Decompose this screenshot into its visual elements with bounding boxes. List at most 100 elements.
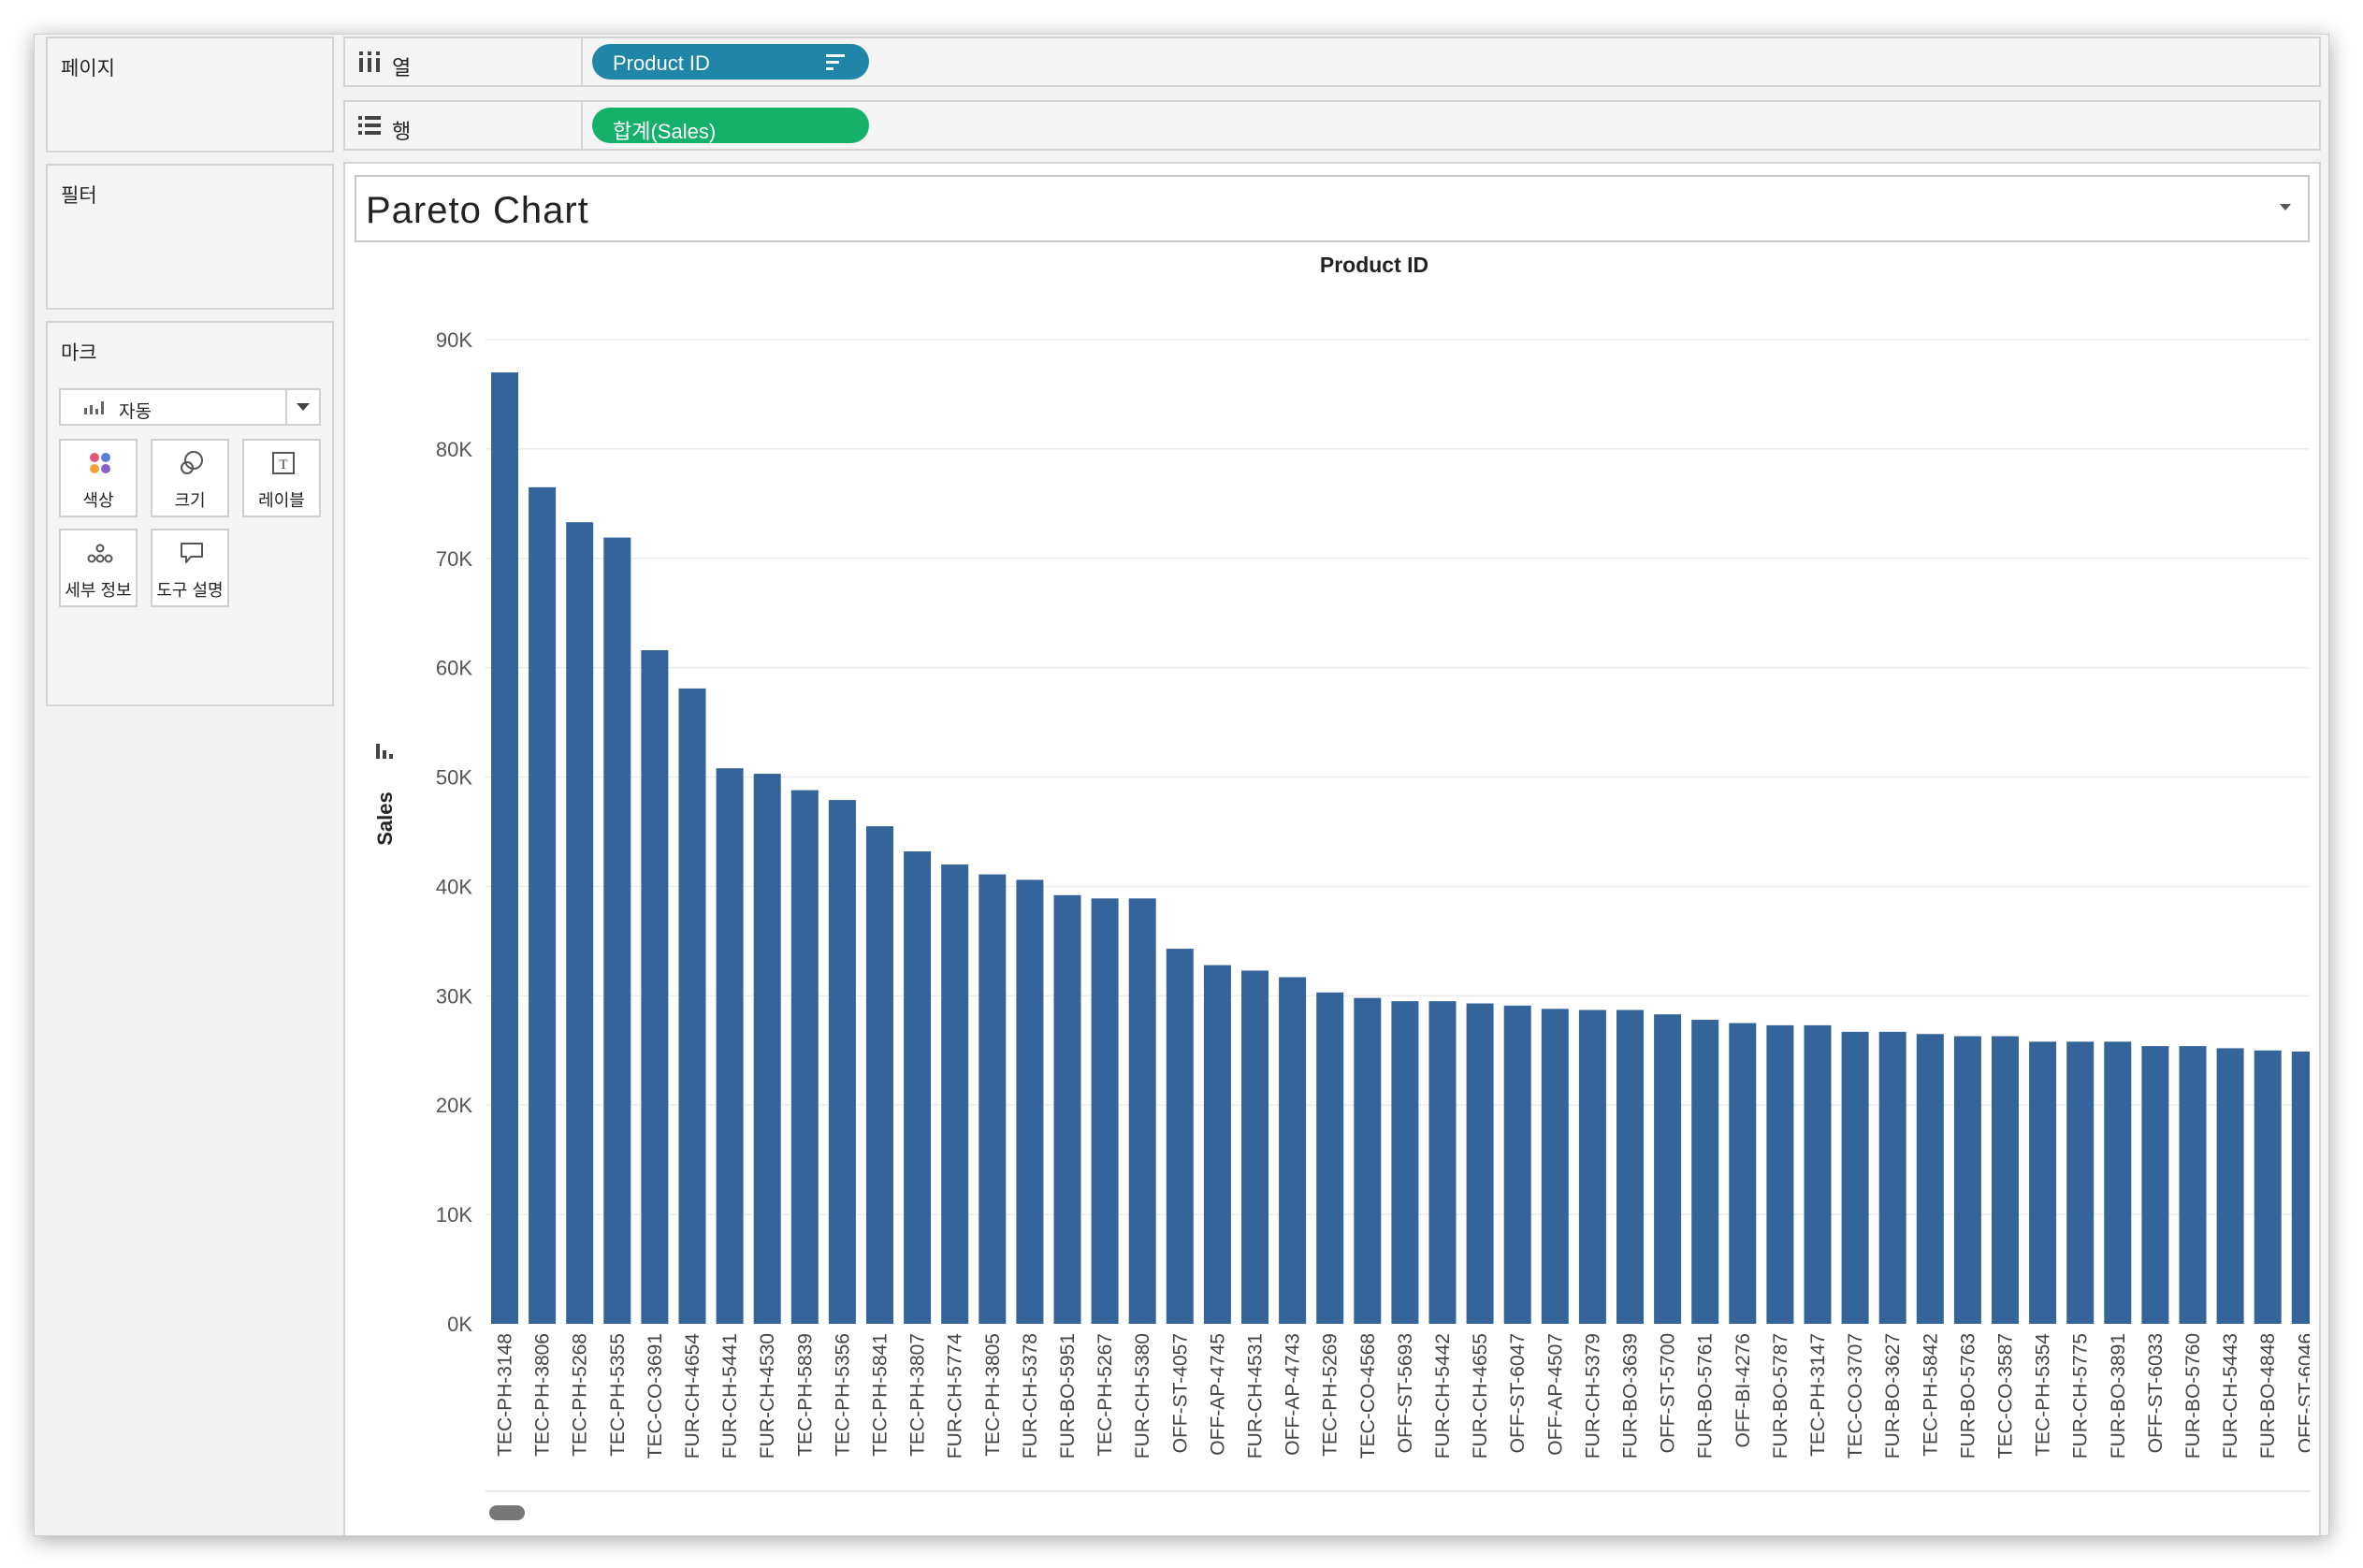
bar xyxy=(828,800,856,1324)
y-tick-label: 0K xyxy=(447,1313,472,1336)
bar xyxy=(2104,1041,2132,1324)
x-tick-label: FUR-CH-5774 xyxy=(945,1333,966,1459)
x-tick-label: FUR-CH-4654 xyxy=(682,1333,703,1459)
horizontal-scrollbar-thumb[interactable] xyxy=(489,1505,525,1520)
y-tick-label: 30K xyxy=(436,984,472,1008)
product-id-pill[interactable]: Product ID xyxy=(592,44,869,80)
bar xyxy=(1091,898,1119,1324)
y-axis-title-group: Sales xyxy=(373,791,397,846)
svg-text:T: T xyxy=(279,457,287,472)
chart-title: Pareto Chart xyxy=(366,190,589,231)
pages-title: 페이지 xyxy=(61,58,115,80)
bar xyxy=(1992,1036,2019,1324)
bar xyxy=(1053,894,1081,1324)
x-tick-label: TEC-PH-3807 xyxy=(907,1333,929,1457)
size-label: 크기 xyxy=(174,491,206,510)
bar-chart-icon xyxy=(84,401,104,414)
bar xyxy=(2141,1046,2169,1324)
horizontal-scrollbar-track[interactable] xyxy=(486,1490,2310,1492)
y-axis-title: Sales xyxy=(373,791,397,846)
size-mark-button[interactable]: 크기 xyxy=(151,439,229,517)
detail-dots-icon xyxy=(87,544,113,563)
bar xyxy=(1766,1024,1794,1324)
bar xyxy=(1804,1024,1832,1324)
detail-label: 세부 정보 xyxy=(65,581,132,600)
color-mark-button[interactable]: 색상 xyxy=(59,439,138,517)
bar xyxy=(2029,1041,2057,1324)
columns-shelf[interactable]: 열 Product ID xyxy=(343,36,2321,87)
pages-panel[interactable]: 페이지 xyxy=(46,36,334,152)
y-tick-label: 70K xyxy=(436,547,472,571)
label-label: 레이블 xyxy=(258,491,305,510)
y-tick-label: 50K xyxy=(436,766,472,790)
pareto-bar-chart: 0K 10K 20K 30K 40K 50K 60K 70K 80K 90K TEC-PH-314… xyxy=(373,253,2316,1459)
x-tick-label: FUR-BO-5787 xyxy=(1770,1333,1791,1459)
bar xyxy=(716,768,744,1324)
tableau-window: 페이지 필터 마크 자동 xyxy=(34,34,2329,1536)
mark-type-dropdown[interactable]: 자동 xyxy=(59,388,321,426)
bar xyxy=(2254,1050,2282,1324)
x-tick-label: OFF-ST-4057 xyxy=(1169,1333,1191,1453)
sum-sales-pill[interactable]: 합계(Sales) xyxy=(592,108,869,143)
bar xyxy=(1578,1009,1606,1324)
dropdown-separator xyxy=(285,390,287,424)
chart-title-box[interactable]: Pareto Chart xyxy=(355,175,2310,242)
chevron-down-icon xyxy=(297,403,310,411)
rows-shelf-header: 행 xyxy=(345,102,583,149)
x-tick-label: FUR-CH-5442 xyxy=(1432,1333,1454,1459)
filters-title: 필터 xyxy=(61,185,97,207)
x-tick-label: FUR-BO-3639 xyxy=(1620,1333,1642,1459)
x-tick-label: OFF-AP-4743 xyxy=(1283,1333,1304,1456)
chevron-down-icon[interactable] xyxy=(2278,203,2293,212)
sort-descending-icon[interactable] xyxy=(826,53,847,70)
x-tick-label: OFF-AP-4745 xyxy=(1207,1333,1228,1456)
sort-indicator-icon[interactable] xyxy=(376,744,393,759)
tooltip-mark-button[interactable]: 도구 설명 xyxy=(151,529,229,607)
filters-panel[interactable]: 필터 xyxy=(46,164,334,310)
rows-shelf-label: 행 xyxy=(392,120,412,143)
bar xyxy=(790,790,819,1324)
bar xyxy=(1654,1014,1682,1324)
tooltip-bubble-icon xyxy=(181,543,203,563)
x-tick-label: FUR-CH-4655 xyxy=(1470,1333,1491,1459)
product-id-pill-label: Product ID xyxy=(613,51,710,75)
y-tick-label: 80K xyxy=(436,438,472,461)
y-tick-label: 60K xyxy=(436,657,472,680)
bar xyxy=(1729,1023,1757,1324)
marks-title: 마크 xyxy=(61,342,97,364)
x-tick-label: OFF-ST-5693 xyxy=(1395,1333,1416,1453)
bar xyxy=(1503,1005,1531,1324)
bar xyxy=(1391,1001,1419,1324)
x-tick-label: FUR-CH-4531 xyxy=(1245,1333,1267,1459)
label-mark-button[interactable]: T 레이블 xyxy=(242,439,321,517)
x-tick-label: FUR-BO-5761 xyxy=(1695,1333,1717,1459)
x-tick-label: OFF-ST-6046 xyxy=(2295,1333,2316,1453)
y-tick-label: 10K xyxy=(436,1203,472,1227)
x-tick-label: TEC-PH-5269 xyxy=(1320,1333,1341,1457)
x-tick-label: TEC-CO-3707 xyxy=(1845,1333,1866,1459)
bar xyxy=(678,688,706,1324)
detail-mark-button[interactable]: 세부 정보 xyxy=(59,529,138,607)
x-tick-label: FUR-BO-4848 xyxy=(2257,1333,2279,1459)
x-tick-label: TEC-PH-3805 xyxy=(982,1333,1004,1457)
bar xyxy=(1616,1009,1644,1324)
y-tick-label: 40K xyxy=(436,875,472,898)
bar xyxy=(1316,992,1344,1324)
bars xyxy=(491,372,2310,1324)
columns-shelf-header: 열 xyxy=(345,38,583,85)
x-tick-label: TEC-PH-5355 xyxy=(607,1333,629,1457)
bar xyxy=(1203,965,1231,1324)
x-tick-label: OFF-ST-5700 xyxy=(1658,1333,1679,1453)
sum-sales-pill-label: 합계(Sales) xyxy=(613,120,717,143)
size-circles-icon xyxy=(181,451,203,474)
x-tick-label: OFF-ST-6047 xyxy=(1507,1333,1529,1453)
x-tick-label: FUR-BO-5763 xyxy=(1957,1333,1979,1459)
rows-shelf[interactable]: 행 합계(Sales) xyxy=(343,100,2321,151)
x-tick-label: FUR-BO-5760 xyxy=(2182,1333,2204,1459)
marks-panel: 마크 자동 색상 xyxy=(46,321,334,706)
bar xyxy=(1916,1034,1944,1324)
x-tick-label: OFF-ST-6033 xyxy=(2145,1333,2167,1453)
y-axis-ticks: 0K 10K 20K 30K 40K 50K 60K 70K 80K 90K xyxy=(436,328,472,1336)
bar xyxy=(1428,1001,1457,1324)
bar xyxy=(1279,977,1307,1324)
